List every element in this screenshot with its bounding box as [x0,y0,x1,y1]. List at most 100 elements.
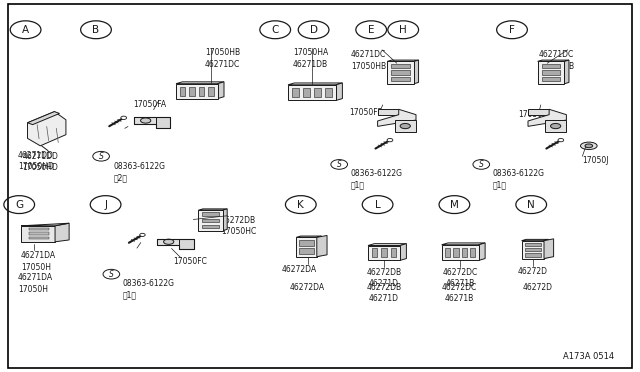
Text: H: H [399,25,407,35]
Ellipse shape [550,124,561,129]
Polygon shape [317,235,327,257]
Bar [391,77,410,81]
Bar [541,64,561,68]
Polygon shape [544,239,554,259]
Polygon shape [223,209,227,231]
Bar [391,70,410,75]
Polygon shape [218,82,224,99]
Text: S: S [109,270,114,279]
Polygon shape [544,240,548,259]
Bar [29,228,49,230]
Text: F: F [509,25,515,35]
Polygon shape [442,243,485,245]
Polygon shape [528,109,549,115]
Ellipse shape [141,118,151,123]
Bar [368,246,400,260]
Bar [303,88,310,97]
Text: M: M [450,200,459,209]
Bar [202,225,219,228]
Text: 46272DA: 46272DA [290,283,324,292]
Text: D: D [310,25,317,35]
Circle shape [140,233,145,237]
Polygon shape [368,244,406,246]
Bar [445,248,450,257]
Bar [300,248,314,254]
Text: 46271DD
17050HD: 46271DD 17050HD [18,151,54,171]
Bar [541,70,561,75]
Ellipse shape [585,144,593,148]
Bar [442,245,479,260]
Text: 46272DB
17050HC: 46272DB 17050HC [221,216,256,236]
Polygon shape [28,112,60,125]
Ellipse shape [580,142,597,150]
Bar [288,85,336,100]
Text: 17050FA: 17050FA [133,100,166,109]
Polygon shape [400,244,406,260]
Polygon shape [387,60,419,61]
Bar [180,87,186,96]
Polygon shape [564,60,569,84]
Bar [208,87,214,96]
Polygon shape [528,109,566,126]
Bar [198,87,204,96]
Text: A173A 0514: A173A 0514 [563,352,614,361]
Text: L: L [375,200,380,209]
Text: A: A [22,25,29,35]
Text: 17050J: 17050J [582,156,609,165]
Text: 46271DC
17050HB: 46271DC 17050HB [351,50,386,71]
Bar [522,241,544,259]
Bar [525,243,541,246]
Bar [314,88,321,97]
Bar [470,248,476,257]
Text: G: G [15,200,23,209]
Polygon shape [179,238,194,249]
Polygon shape [522,240,548,241]
Text: 46271DD
17050HD: 46271DD 17050HD [22,152,58,172]
Text: 46272DC
46271B: 46272DC 46271B [442,283,477,303]
Bar [462,248,467,257]
Bar [198,210,223,231]
Text: 46272DC
46271B: 46272DC 46271B [442,268,478,288]
Polygon shape [336,83,342,100]
Text: 08363-6122G
（1）: 08363-6122G （1） [123,279,175,299]
Polygon shape [378,109,399,115]
Bar [29,237,49,239]
Polygon shape [198,209,227,210]
Text: 17050HA
46271DB: 17050HA 46271DB [293,48,328,69]
Bar [387,61,414,84]
Polygon shape [317,236,321,257]
Bar [325,88,332,97]
Text: S: S [479,160,484,169]
Polygon shape [28,112,66,146]
Polygon shape [157,238,194,245]
Polygon shape [21,226,55,242]
Text: J: J [104,200,107,209]
Text: 17050FB: 17050FB [518,110,552,119]
Text: 46271DA
17050H: 46271DA 17050H [21,251,56,272]
Text: 17050HB
46271DC: 17050HB 46271DC [205,48,240,69]
Polygon shape [156,117,170,128]
Bar [300,240,314,246]
Text: B: B [92,25,100,35]
Polygon shape [395,120,416,132]
Bar [391,64,410,68]
Polygon shape [55,223,69,242]
Polygon shape [288,83,342,85]
Ellipse shape [164,239,174,244]
Text: 46272D: 46272D [518,267,548,276]
Bar [296,237,317,257]
Bar [189,87,195,96]
Text: 08363-6122G
（2）: 08363-6122G （2） [114,162,166,182]
Text: 08363-6122G
（1）: 08363-6122G （1） [493,169,545,190]
Bar [538,61,564,84]
Polygon shape [414,60,419,84]
Bar [453,248,458,257]
Polygon shape [176,82,224,84]
Text: 17050FC: 17050FC [173,257,207,266]
Polygon shape [545,120,566,132]
Text: E: E [368,25,374,35]
Text: C: C [271,25,279,35]
Text: 46272D: 46272D [523,283,552,292]
Circle shape [387,138,393,142]
Text: 46272DB
46271D: 46272DB 46271D [367,283,401,303]
